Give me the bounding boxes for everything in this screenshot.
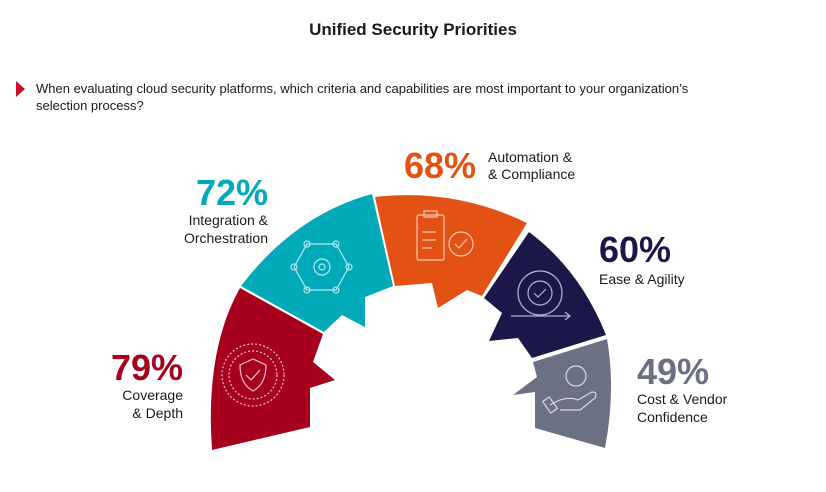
category-label: & Depth bbox=[132, 405, 183, 421]
category-label: Cost & Vendor bbox=[637, 391, 728, 407]
percent-value: 60% bbox=[599, 229, 672, 270]
shield-check-icon bbox=[221, 343, 285, 407]
question-marker-icon bbox=[16, 81, 25, 97]
segment-ease bbox=[484, 232, 606, 358]
category-label: Integration & bbox=[188, 212, 268, 228]
percent-value: 68% bbox=[404, 145, 477, 186]
percent-value: 49% bbox=[637, 351, 710, 392]
category-label: Confidence bbox=[637, 409, 708, 425]
category-label: & Compliance bbox=[488, 166, 576, 182]
gear-cycle-icon bbox=[511, 270, 571, 321]
segment-integration bbox=[241, 194, 393, 332]
page-title: Unified Security Priorities bbox=[309, 20, 517, 39]
clipboard-check-icon bbox=[416, 210, 474, 261]
survey-question: When evaluating cloud security platforms… bbox=[36, 81, 689, 113]
segment-coverage bbox=[210, 288, 335, 450]
label-ease: 60% Ease & Agility bbox=[599, 232, 685, 288]
percent-value: 72% bbox=[195, 172, 268, 213]
hand-coin-icon bbox=[541, 365, 597, 414]
label-cost: 49% Cost & Vendor Confidence bbox=[637, 354, 727, 426]
label-integration: 72% Integration & Orchestration bbox=[162, 175, 268, 247]
segment-cost bbox=[513, 339, 612, 448]
category-label: Coverage bbox=[122, 387, 183, 403]
category-label: Ease & Agility bbox=[599, 271, 685, 287]
label-coverage: 79% Coverage & Depth bbox=[108, 350, 183, 422]
percent-value: 79% bbox=[110, 347, 183, 388]
gear-network-icon bbox=[290, 240, 353, 294]
category-label: Automation & bbox=[488, 149, 573, 165]
category-label: Orchestration bbox=[183, 230, 268, 246]
